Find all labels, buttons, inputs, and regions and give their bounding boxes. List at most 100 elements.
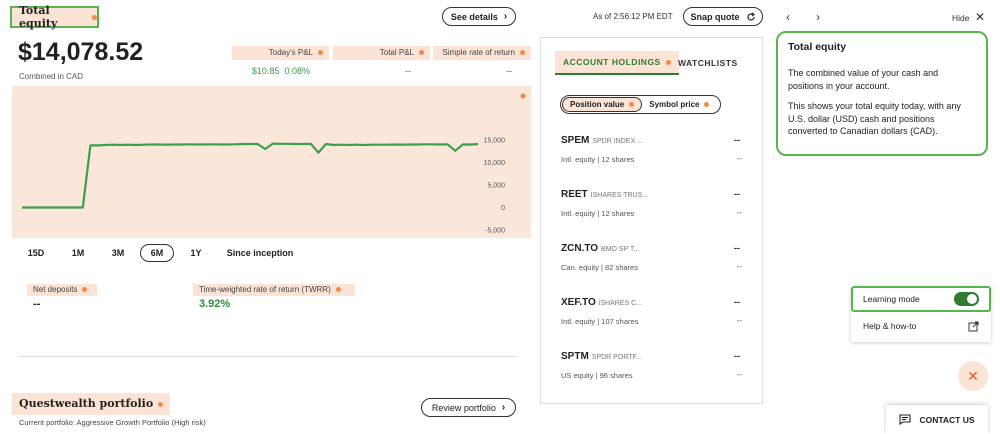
equity-series-line — [22, 142, 479, 209]
chat-icon — [899, 414, 912, 425]
symbol-price-option[interactable]: Symbol price — [642, 97, 716, 112]
holding-name: BMO SP T... — [601, 246, 640, 253]
holding-name: SPDR PORTF... — [591, 354, 642, 361]
holding-row[interactable]: SPEM SPDR INDEX ... Intl. equity | 12 shar… — [561, 135, 746, 175]
holding-symbol: SPEM SPDR INDEX ... — [561, 135, 643, 146]
y-tick-label: 5,000 — [487, 183, 505, 190]
holding-name: iSHARES C... — [598, 300, 643, 307]
learning-card-title: Total equity — [788, 41, 847, 53]
learning-mode-switch[interactable] — [954, 292, 979, 306]
range-since-inception[interactable]: Since inception — [226, 248, 294, 258]
see-details-button[interactable]: See details › — [442, 7, 516, 26]
tab-account-holdings-label: ACCOUNT HOLDINGS — [563, 57, 661, 67]
holding-change: -- — [736, 316, 742, 325]
info-dot-icon — [318, 50, 323, 56]
range-1y[interactable]: 1Y — [190, 248, 202, 258]
chart-info-dot-icon — [520, 93, 526, 99]
holding-detail: US equity | 96 shares — [561, 371, 633, 380]
holding-symbol: REET ISHARES TRUS... — [561, 189, 648, 200]
next-arrow-icon[interactable]: › — [816, 10, 820, 24]
contact-us-button[interactable]: CONTACT US — [886, 405, 988, 434]
learning-mode-label: Learning mode — [863, 294, 920, 304]
todays-pl-value: $10.85 0.08% — [232, 66, 310, 76]
holding-row[interactable]: REET ISHARES TRUS... Intl. equity | 12 sha… — [561, 189, 746, 229]
range-6m[interactable]: 6M — [140, 244, 174, 262]
hide-button[interactable]: Hide — [952, 13, 970, 23]
simple-rate-value: -- — [506, 66, 512, 76]
y-tick-label: -5,000 — [485, 228, 505, 235]
section-divider — [18, 356, 516, 357]
holding-symbol-text: XEF.TO — [561, 297, 596, 308]
learning-card-paragraph-2: This shows your total equity today, with… — [788, 101, 961, 136]
info-dot-icon — [665, 59, 671, 65]
range-15d[interactable]: 15D — [27, 248, 45, 258]
help-how-to-row[interactable]: Help & how-to — [851, 314, 991, 338]
y-tick-label: 10,000 — [484, 160, 506, 167]
holding-symbol: XEF.TO iSHARES C... — [561, 297, 642, 308]
todays-pl-amount: $10.85 — [251, 66, 280, 76]
total-equity-amount: $14,078.52 — [18, 38, 144, 66]
amount-currency-note: Combined in CAD — [19, 72, 84, 81]
position-value-option[interactable]: Position value — [562, 97, 643, 112]
snap-quote-button[interactable]: Snap quote — [683, 7, 763, 26]
holding-value: -- — [734, 297, 740, 307]
review-portfolio-button[interactable]: Review portfolio › — [421, 398, 516, 417]
net-deposits-label: Net deposits — [33, 285, 78, 294]
holding-symbol-text: SPTM — [561, 351, 589, 362]
total-pl-header[interactable]: Total P&L — [333, 46, 430, 60]
learning-mode-row[interactable]: Learning mode — [851, 286, 991, 312]
twrr-label: Time-weighted rate of return (TWRR) — [199, 285, 331, 294]
total-equity-title[interactable]: Total equity — [10, 4, 99, 30]
info-dot-icon — [82, 287, 88, 293]
holding-symbol-text: REET — [561, 189, 588, 200]
total-pl-value: -- — [405, 66, 411, 76]
info-dot-icon — [520, 50, 525, 56]
holding-change: -- — [736, 370, 742, 379]
range-3m[interactable]: 3M — [111, 248, 125, 258]
holdings-panel: ACCOUNT HOLDINGS WATCHLISTS Position val… — [540, 37, 763, 404]
portfolio-title-text: Questwealth portfolio — [19, 397, 154, 410]
simple-rate-header[interactable]: Simple rate of return — [433, 46, 531, 60]
switch-knob — [967, 294, 977, 304]
learning-card: Total equity The combined value of your … — [776, 31, 988, 156]
current-portfolio-text: Current portfolio: Aggressive Growth Por… — [19, 418, 206, 427]
review-portfolio-label: Review portfolio — [431, 402, 496, 413]
tab-watchlists[interactable]: WATCHLISTS — [678, 58, 738, 68]
range-1m[interactable]: 1M — [71, 248, 85, 258]
y-tick-label: 15,000 — [484, 138, 506, 145]
holding-name: SPDR INDEX ... — [592, 138, 643, 145]
refresh-icon — [746, 12, 755, 21]
holding-value: -- — [734, 189, 740, 199]
holding-row[interactable]: ZCN.TO BMO SP T... Can. equity | 82 shares… — [561, 243, 746, 283]
twrr-header[interactable]: Time-weighted rate of return (TWRR) — [193, 284, 355, 296]
holding-detail: Intl. equity | 12 shares — [561, 209, 635, 218]
chevron-right-icon: › — [503, 11, 508, 22]
chevron-right-icon: › — [501, 402, 506, 413]
info-dot-icon — [629, 102, 635, 107]
holding-value: -- — [734, 243, 740, 253]
previous-arrow-icon[interactable]: ‹ — [786, 10, 790, 24]
holding-row[interactable]: XEF.TO iSHARES C... Intl. equity | 107 sha… — [561, 297, 746, 337]
holding-value: -- — [734, 135, 740, 145]
snap-quote-label: Snap quote — [690, 11, 740, 22]
info-dot-icon — [335, 287, 341, 293]
todays-pl-header[interactable]: Today's P&L — [232, 46, 329, 60]
holding-name: ISHARES TRUS... — [590, 192, 649, 199]
close-fab-icon[interactable]: ✕ — [958, 361, 988, 391]
learning-card-paragraph-1: The combined value of your cash and posi… — [788, 68, 939, 91]
equity-chart[interactable]: 15,000 10,000 5,000 0 -5,000 — [12, 86, 531, 238]
value-mode-toggle: Position value Symbol price — [560, 95, 721, 114]
holding-detail: Intl. equity | 107 shares — [561, 317, 639, 326]
holding-symbol-text: SPEM — [561, 135, 590, 146]
holding-symbol: SPTM SPDR PORTF... — [561, 351, 642, 362]
close-icon[interactable]: ✕ — [975, 10, 986, 24]
external-link-icon — [968, 321, 979, 331]
info-dot-icon — [419, 50, 424, 56]
holding-value: -- — [734, 351, 740, 361]
tab-account-holdings[interactable]: ACCOUNT HOLDINGS — [555, 51, 679, 75]
holding-symbol: ZCN.TO BMO SP T... — [561, 243, 639, 254]
net-deposits-header[interactable]: Net deposits — [27, 284, 97, 296]
questwealth-portfolio-title[interactable]: Questwealth portfolio — [12, 393, 170, 415]
equity-chart-svg: 15,000 10,000 5,000 0 -5,000 — [22, 93, 526, 235]
holding-row[interactable]: SPTM SPDR PORTF... US equity | 96 shares --… — [561, 351, 746, 391]
